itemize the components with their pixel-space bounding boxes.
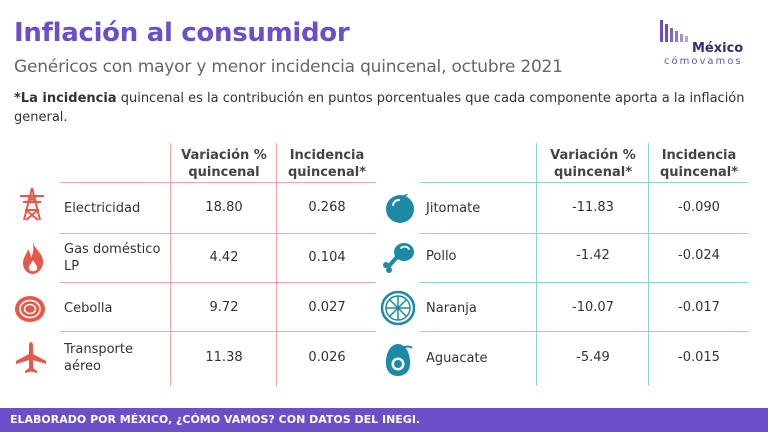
row-label-naranja: Naranja [426, 301, 477, 316]
electricity-tower-icon [20, 187, 44, 221]
row-variacion-transporte: 11.38 [205, 350, 243, 365]
row-incidencia-transporte: 0.026 [308, 350, 346, 365]
row-variacion-cebolla: 9.72 [209, 300, 239, 315]
avocado-icon [385, 344, 413, 376]
row-incidencia-gas: 0.104 [308, 250, 346, 265]
logo-bars-icon [660, 20, 688, 42]
orange-slice-icon [380, 290, 416, 326]
row-variacion-gas: 4.42 [209, 250, 239, 265]
onion-icon [15, 296, 45, 322]
page-subtitle: Genéricos con mayor y menor incidencia q… [14, 57, 563, 77]
incidence-note: *La incidencia quincenal es la contribuc… [14, 89, 754, 127]
row-label-aguacate: Aguacate [426, 351, 488, 366]
row-label-electricidad: Electricidad [64, 201, 141, 216]
airplane-icon [16, 342, 46, 373]
row-label-jitomate: Jitomate [426, 201, 481, 216]
logo-subname: cómovamos [664, 56, 743, 67]
footer-credit: ELABORADO POR MÉXICO, ¿CÓMO VAMOS? CON D… [10, 413, 421, 426]
page-title: Inflación al consumidor [14, 18, 350, 48]
row-incidencia-naranja: -0.017 [678, 300, 720, 315]
row-incidencia-jitomate: -0.090 [678, 200, 720, 215]
row-variacion-aguacate: -5.49 [576, 350, 610, 365]
row-label-pollo: Pollo [426, 249, 457, 264]
row-variacion-pollo: -1.42 [576, 248, 610, 263]
row-incidencia-aguacate: -0.015 [678, 350, 720, 365]
row-label-cebolla: Cebolla [64, 301, 113, 316]
row-incidencia-cebolla: 0.027 [308, 300, 346, 315]
right-header-incidencia: Incidencia quincenal* [659, 148, 739, 180]
left-header-variacion: Variación % quincenal [181, 148, 267, 180]
right-header-variacion: Variación % quincenal* [550, 148, 636, 180]
row-variacion-electricidad: 18.80 [205, 200, 243, 215]
note-bold-term: incidencia [42, 91, 117, 106]
chicken-leg-icon [383, 243, 414, 273]
note-rest: quincenal es la contribución en puntos p… [14, 91, 745, 125]
row-variacion-naranja: -10.07 [572, 300, 614, 315]
row-label-gas: Gas doméstico LP [64, 242, 161, 274]
logo-name: México [692, 41, 744, 56]
flame-icon [23, 242, 44, 274]
row-incidencia-pollo: -0.024 [678, 248, 720, 263]
row-label-transporte: Transporte aéreo [64, 342, 133, 374]
tomato-icon [386, 194, 414, 223]
row-incidencia-electricidad: 0.268 [308, 200, 346, 215]
note-prefix: *La [14, 91, 43, 106]
footer-bar: ELABORADO POR MÉXICO, ¿CÓMO VAMOS? CON D… [0, 408, 768, 432]
mexico-como-vamos-logo: México cómovamos [654, 20, 758, 70]
left-header-incidencia: Incidencia quincenal* [287, 148, 367, 180]
row-variacion-jitomate: -11.83 [572, 200, 614, 215]
